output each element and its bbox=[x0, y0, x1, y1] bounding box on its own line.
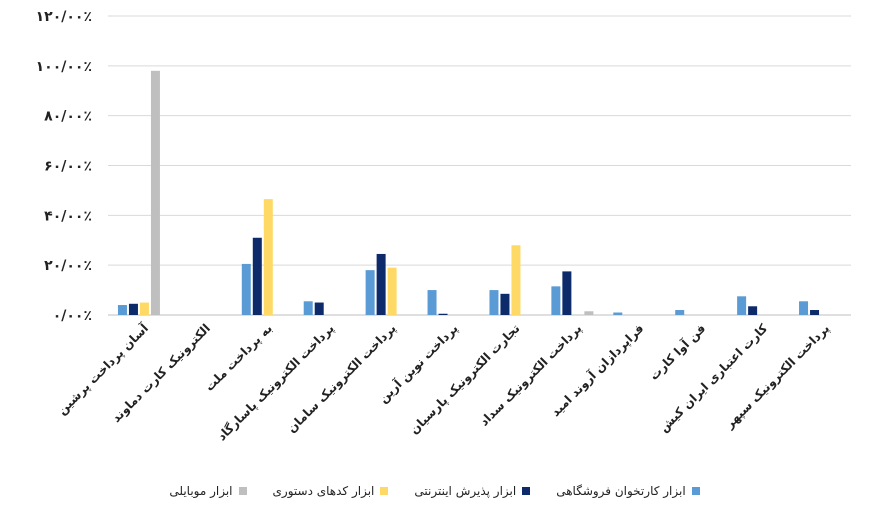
x-tick-label: تجارت الکترونیک پارسیان bbox=[407, 321, 523, 437]
y-tick-label: ۱۲۰/۰۰٪ bbox=[36, 9, 92, 25]
bar bbox=[562, 271, 572, 315]
x-tick-label: پرداخت الکترونیک سپهر bbox=[722, 321, 833, 432]
legend-label-internet-gateway: ابزار پذیرش اینترنتی bbox=[414, 484, 517, 498]
bar bbox=[128, 303, 138, 315]
legend-item-internet-gateway: ابزار پذیرش اینترنتی bbox=[414, 484, 531, 498]
bar bbox=[427, 290, 437, 315]
x-tick-label: کارت اعتباری ایران کیش bbox=[657, 321, 771, 435]
legend-swatch-pos-terminal bbox=[691, 487, 700, 495]
legend-item-ussd-codes: ابزار کدهای دستوری bbox=[273, 484, 389, 498]
bars bbox=[117, 70, 820, 315]
y-axis-tick-labels: ۰/۰۰٪ ۲۰/۰۰٪ ۴۰/۰۰٪ ۶۰/۰۰٪ ۸۰/۰۰٪ ۱۰۰/۰۰٪ ۱۲۰/… bbox=[36, 9, 92, 324]
y-tick-label: ۱۰۰/۰۰٪ bbox=[36, 59, 92, 75]
bar bbox=[252, 237, 262, 315]
bar bbox=[438, 313, 448, 315]
gridlines bbox=[108, 15, 851, 316]
x-tick-label: فن آوا کارت bbox=[646, 321, 709, 384]
y-tick-label: ۸۰/۰۰٪ bbox=[44, 109, 92, 125]
x-tick-label: پرداخت الکترونیک سامان bbox=[285, 321, 400, 436]
legend: ابزار کارتخوان فروشگاهی ابزار پذیرش اینت… bbox=[0, 484, 869, 498]
bar bbox=[263, 199, 273, 315]
bar bbox=[489, 290, 499, 315]
legend-label-mobile: ابزار موبایلی bbox=[169, 484, 233, 498]
bar bbox=[584, 311, 594, 315]
x-tick-label: پرداخت الکترونیک پاسارگاد bbox=[215, 321, 338, 444]
y-tick-label: ۰/۰۰٪ bbox=[53, 308, 92, 324]
bar bbox=[675, 310, 685, 315]
bar bbox=[511, 245, 521, 315]
bar bbox=[303, 301, 313, 315]
bar bbox=[117, 305, 127, 315]
bar bbox=[365, 270, 375, 315]
bar bbox=[150, 70, 160, 315]
y-tick-label: ۲۰/۰۰٪ bbox=[44, 258, 92, 274]
legend-item-mobile: ابزار موبایلی bbox=[169, 484, 247, 498]
bar bbox=[810, 310, 820, 315]
bar bbox=[799, 301, 809, 315]
bar bbox=[387, 267, 397, 315]
y-tick-label: ۴۰/۰۰٪ bbox=[44, 208, 92, 224]
y-tick-label: ۶۰/۰۰٪ bbox=[44, 159, 92, 175]
legend-swatch-mobile bbox=[238, 487, 247, 495]
bar bbox=[748, 306, 758, 315]
legend-swatch-ussd-codes bbox=[380, 487, 389, 495]
bar bbox=[551, 286, 561, 315]
bar bbox=[241, 263, 251, 315]
bar bbox=[613, 312, 623, 315]
bar bbox=[314, 302, 324, 315]
legend-label-pos-terminal: ابزار کارتخوان فروشگاهی bbox=[556, 484, 686, 498]
legend-label-ussd-codes: ابزار کدهای دستوری bbox=[272, 484, 375, 498]
legend-swatch-internet-gateway bbox=[522, 487, 531, 495]
bar bbox=[139, 302, 149, 315]
bar bbox=[376, 253, 386, 315]
legend-item-pos-terminal: ابزار کارتخوان فروشگاهی bbox=[556, 484, 700, 498]
bar bbox=[737, 296, 747, 315]
bar bbox=[500, 293, 510, 315]
x-tick-label: پرداخت الکترونیک سداد bbox=[477, 321, 585, 429]
